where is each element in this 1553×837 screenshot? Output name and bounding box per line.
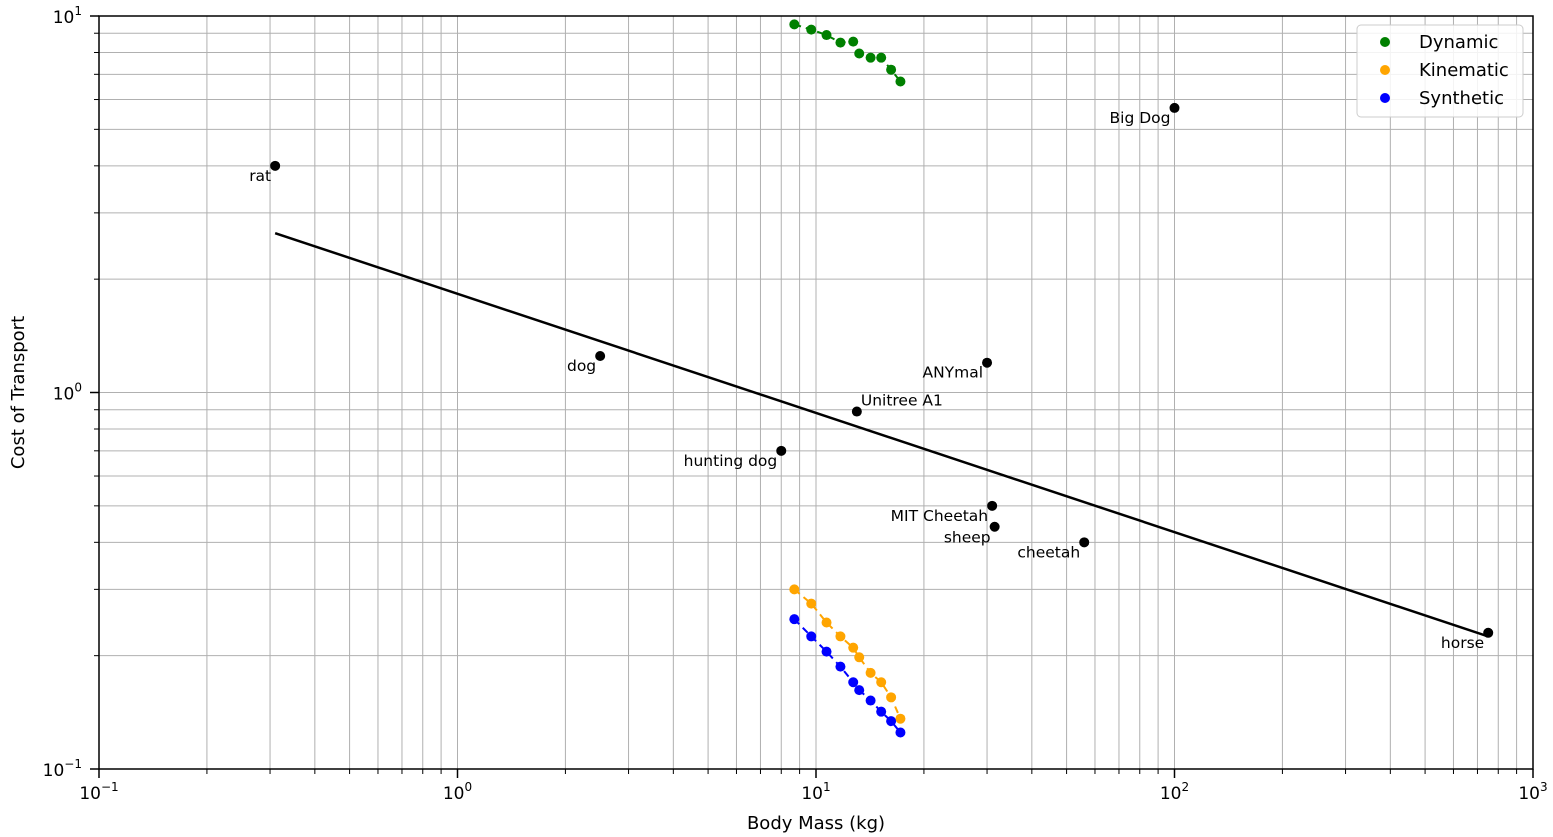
dynamic-point [854, 48, 865, 59]
kinematic-point [806, 598, 817, 609]
reference-point [776, 445, 787, 456]
x-tick-label: 103 [1518, 780, 1547, 804]
x-tick-label: 100 [443, 780, 472, 804]
point-label: ANYmal [922, 364, 983, 382]
y-tick-label: 100 [53, 381, 82, 405]
synthetic-point [876, 706, 887, 717]
kinematic-point [865, 667, 876, 678]
reference-point [1079, 537, 1090, 548]
synthetic-point [806, 631, 817, 642]
point-label: Big Dog [1110, 109, 1171, 127]
axis-ticks [90, 15, 1534, 778]
point-label: horse [1441, 634, 1484, 652]
point-label: rat [249, 167, 271, 185]
kinematic-point [854, 652, 865, 663]
reference-point [851, 406, 862, 417]
kinematic-series-line [793, 588, 902, 720]
synthetic-point [848, 677, 859, 688]
x-axis-label: Body Mass (kg) [747, 813, 885, 834]
synthetic-point [886, 716, 897, 727]
point-label: Unitree A1 [861, 392, 943, 410]
trend-line [274, 231, 1489, 638]
grid-lines [98, 15, 1534, 770]
x-tick-label: 102 [1160, 780, 1189, 804]
synthetic-point [865, 695, 876, 706]
dynamic-point [789, 19, 800, 30]
reference-point [1169, 102, 1180, 113]
kinematic-point [895, 713, 906, 724]
kinematic-point [886, 692, 897, 703]
point-label: sheep [944, 529, 991, 547]
legend-entry: Synthetic [1419, 88, 1504, 109]
point-label: cheetah [1017, 543, 1080, 561]
reference-point [987, 500, 998, 511]
y-tick-label: 101 [53, 4, 82, 28]
dynamic-point [806, 24, 817, 35]
plot-frame [98, 15, 1534, 770]
reference-point [989, 521, 1000, 532]
x-tick-label: 10−1 [79, 780, 118, 804]
synthetic-point [835, 661, 846, 672]
reference-point [270, 160, 281, 171]
dynamic-series-line [794, 23, 902, 83]
legend-entry: Dynamic [1419, 32, 1498, 53]
reference-point [1483, 627, 1494, 638]
dynamic-point [865, 52, 876, 63]
point-label: dog [567, 357, 596, 375]
dynamic-point [835, 37, 846, 48]
dynamic-point [876, 52, 887, 63]
dynamic-point [895, 76, 906, 87]
kinematic-point [821, 617, 832, 628]
legend-entry: Kinematic [1419, 60, 1509, 81]
legend-marker [1380, 93, 1390, 103]
synthetic-point [821, 646, 832, 657]
legend-box [1356, 24, 1524, 118]
x-tick-label: 101 [801, 780, 830, 804]
point-label: MIT Cheetah [891, 507, 988, 525]
y-axis-label: Cost of Transport [8, 316, 29, 469]
kinematic-point [789, 584, 800, 595]
legend-marker [1380, 37, 1390, 47]
reference-point [595, 351, 606, 362]
plot-area: rat dog hunting dog Unitree A1 ANYmal MIT Che… [249, 19, 1494, 738]
synthetic-series-line [793, 618, 902, 734]
dynamic-point [886, 64, 897, 75]
legend: Dynamic Kinematic Synthetic [1356, 24, 1524, 118]
synthetic-point [789, 614, 800, 625]
reference-point [982, 357, 993, 368]
kinematic-point [876, 677, 887, 688]
dynamic-point [848, 36, 859, 47]
legend-marker [1380, 65, 1390, 75]
kinematic-point [835, 631, 846, 642]
synthetic-point [895, 727, 906, 738]
dynamic-point [821, 30, 832, 41]
tick-labels: 10−1 100 101 102 103 10−1 100 101 [43, 4, 1548, 804]
kinematic-point [848, 642, 859, 653]
y-tick-label: 10−1 [43, 757, 82, 781]
synthetic-point [854, 685, 865, 696]
point-label: hunting dog [684, 452, 778, 470]
